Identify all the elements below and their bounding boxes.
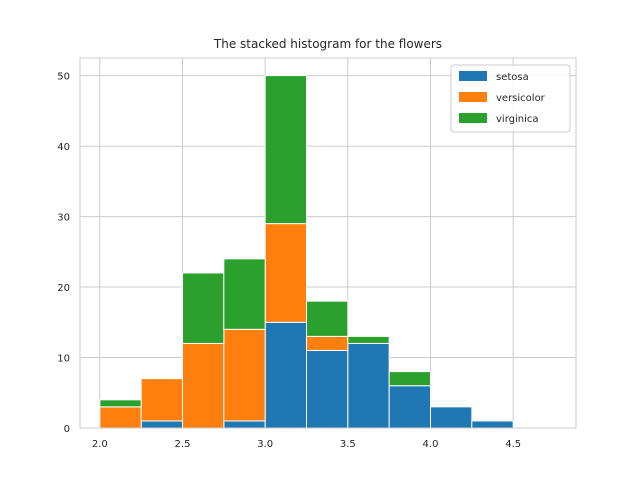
x-tick-label: 4.5 (505, 439, 521, 450)
bar-setosa (223, 420, 266, 429)
bar-virginica (182, 272, 225, 344)
bar-setosa (140, 420, 184, 429)
x-tick-label: 4.0 (423, 439, 439, 450)
y-axis-ticks: 0 10 20 30 40 50 (57, 72, 70, 435)
bar-setosa (306, 349, 349, 429)
x-tick-label: 3.5 (340, 439, 356, 450)
y-tick-label: 20 (57, 283, 70, 294)
bar-versicolor (140, 378, 184, 422)
chart-title: The stacked histogram for the flowers (213, 37, 442, 51)
y-tick-label: 40 (57, 142, 70, 153)
bar-versicolor (223, 328, 266, 422)
axes-frame (79, 57, 577, 429)
bar-setosa (264, 321, 308, 429)
bar-versicolor (182, 342, 225, 429)
bar-virginica (347, 335, 390, 344)
legend-label-setosa: setosa (496, 72, 529, 83)
bar-virginica (388, 371, 432, 387)
x-tick-label: 2.0 (92, 439, 108, 450)
y-tick-label: 50 (57, 72, 70, 83)
bar-versicolor (99, 406, 142, 429)
legend-label-versicolor: versicolor (496, 93, 546, 104)
bar-virginica (99, 399, 142, 408)
x-tick-label: 2.5 (175, 439, 191, 450)
bar-setosa (430, 406, 473, 429)
bar-setosa (347, 342, 390, 429)
x-tick-label: 3.0 (257, 439, 273, 450)
legend-label-virginica: virginica (496, 114, 539, 125)
bars (99, 75, 514, 429)
y-tick-label: 0 (64, 424, 70, 435)
legend-swatch-virginica (459, 113, 487, 123)
bar-versicolor (306, 335, 349, 351)
x-axis-ticks: 2.0 2.5 3.0 3.5 4.0 4.5 (92, 439, 521, 450)
legend-swatch-setosa (459, 71, 487, 81)
y-tick-label: 10 (57, 354, 70, 365)
y-tick-label: 30 (57, 213, 70, 224)
bar-setosa (471, 420, 514, 429)
bar-virginica (223, 258, 266, 330)
bar-versicolor (264, 223, 308, 323)
legend-swatch-versicolor (459, 92, 487, 102)
bar-setosa (388, 385, 432, 429)
bar-virginica (306, 300, 349, 337)
bar-virginica (264, 75, 308, 225)
legend: setosa versicolor virginica (450, 64, 571, 133)
